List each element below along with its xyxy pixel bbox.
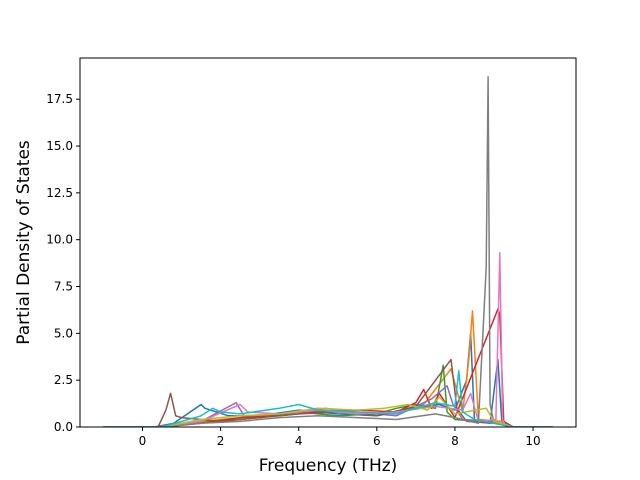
series-line-9 [103,370,553,427]
axes-frame [79,57,577,428]
y-axis-label: Partial Density of States [14,140,34,345]
x-tick-label: 6 [373,434,381,448]
x-tick-label: 0 [139,434,147,448]
y-tick-label: 5.0 [54,326,73,340]
y-tick-label: 17.5 [46,92,73,106]
y-axis-ticks: 0.0 2.5 5.0 7.5 10.0 12.5 15.0 17.5 [46,92,80,434]
x-tick-label: 2 [217,434,225,448]
series-line-8 [103,396,553,427]
y-tick-label: 12.5 [46,186,73,200]
x-tick-label: 10 [525,434,540,448]
x-axis-label: Frequency (THz) [259,456,398,476]
y-tick-label: 10.0 [46,233,73,247]
y-tick-label: 7.5 [54,280,73,294]
x-tick-label: 8 [451,434,459,448]
x-tick-label: 4 [295,434,303,448]
x-axis-ticks: 0 2 4 6 8 10 [139,427,541,448]
y-tick-label: 2.5 [54,373,73,387]
series-line-7 [103,75,553,427]
y-tick-label: 15.0 [46,139,73,153]
y-tick-label: 0.0 [54,420,73,434]
plot-area [103,75,553,427]
series-line-6 [103,252,553,427]
